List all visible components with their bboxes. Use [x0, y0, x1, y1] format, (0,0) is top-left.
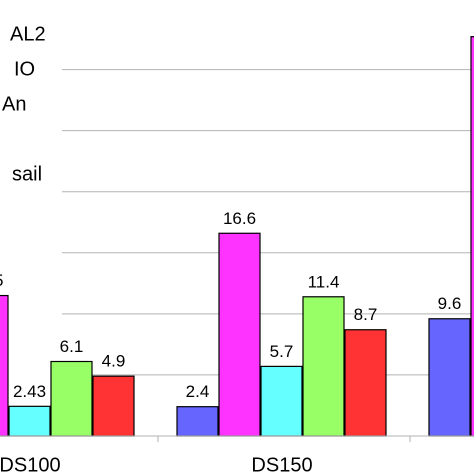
bar — [260, 365, 303, 437]
legend-label: sail — [12, 163, 42, 185]
bar — [344, 329, 387, 437]
value-label: 5.7 — [270, 342, 294, 361]
bar — [302, 296, 345, 437]
legend-label: AL2 — [10, 23, 46, 45]
bar — [92, 375, 135, 437]
x-tick-label: DS100 — [0, 454, 61, 474]
legend-label: An — [2, 93, 26, 115]
bar — [8, 405, 51, 437]
value-label: 4.9 — [102, 352, 126, 371]
value-label: 2.4 — [186, 382, 210, 401]
bar — [176, 406, 219, 437]
bar — [50, 360, 93, 437]
x-tick-label: DS150 — [251, 454, 312, 474]
value-label: 9.6 — [438, 294, 462, 313]
bar — [0, 294, 9, 437]
value-label: 8.7 — [354, 305, 378, 324]
legend-label: IO — [14, 58, 35, 80]
bar — [428, 318, 471, 437]
value-label: 16.6 — [223, 209, 256, 228]
value-label: 11.4 — [308, 272, 340, 291]
bar — [218, 232, 261, 437]
bar — [470, 36, 474, 437]
value-label: 6.1 — [60, 337, 84, 356]
value-label: 2.43 — [13, 382, 46, 401]
value-label: 11.5 — [0, 271, 3, 290]
